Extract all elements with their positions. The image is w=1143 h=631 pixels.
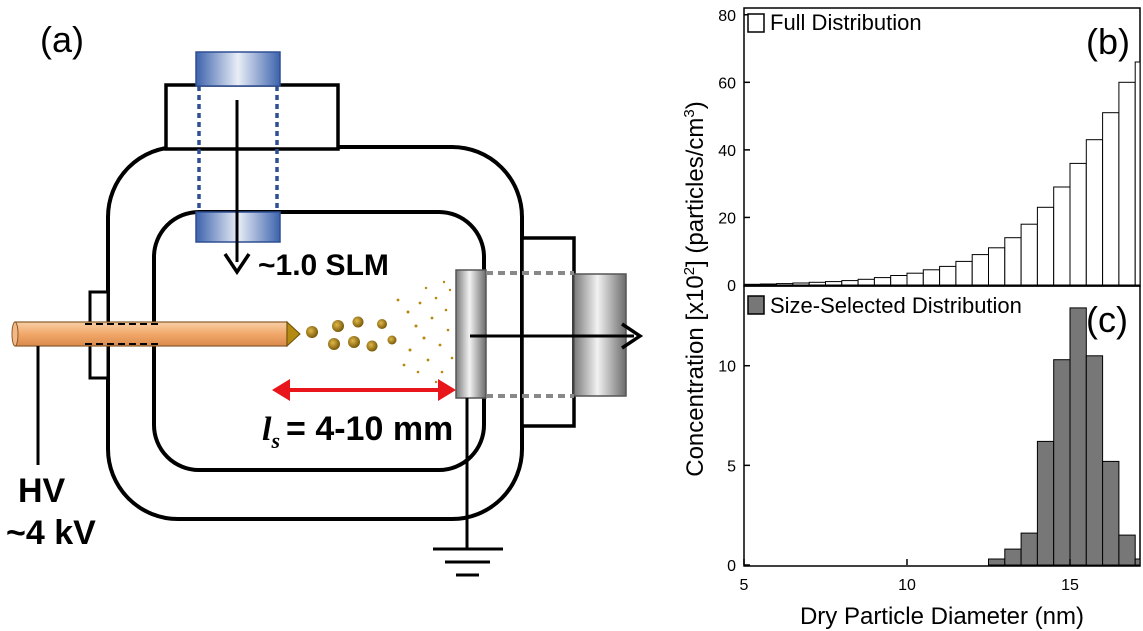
flow-rate-label: ~1.0 SLM	[258, 249, 389, 282]
y-tick-label-c: 5	[727, 458, 736, 475]
apparatus-diagram: (a) ~1.0 SLM	[6, 19, 644, 577]
y-tick-label-b: 0	[727, 278, 736, 295]
plot-frame-c	[743, 285, 1141, 567]
y-tick-label-b: 40	[718, 143, 736, 160]
bar-b-23	[1118, 81, 1136, 286]
bar-b-17	[1020, 223, 1038, 286]
bar-c-7	[1102, 460, 1120, 566]
bars-size-selected	[988, 307, 1141, 566]
bar-b-13	[955, 260, 973, 286]
voltage-label: ~4 kV	[6, 514, 96, 552]
bar-c-6	[1085, 355, 1104, 566]
bar-b-2	[776, 283, 794, 286]
electrode-tip	[286, 320, 301, 348]
legend-full-distribution: Full Distribution	[770, 10, 922, 35]
hv-label: HV	[18, 472, 66, 510]
y-axis-title: Concentration [x102] (particles/cm3)	[681, 101, 709, 477]
bar-c-3	[1036, 440, 1055, 566]
collector-electrode	[455, 269, 487, 399]
bar-c-8	[1118, 534, 1136, 566]
x-tick-label: 5	[740, 577, 749, 594]
bar-c-1	[1004, 548, 1022, 566]
panel-b-label: (b)	[1086, 21, 1130, 62]
y-tick-label-b: 60	[718, 75, 736, 92]
bar-b-5	[825, 281, 843, 286]
bars-full-distribution	[743, 61, 1141, 286]
bar-b-1	[759, 283, 778, 286]
x-axis-title: Dry Particle Diameter (nm)	[800, 603, 1084, 630]
y-axis-ticks-b: 0 20 40 60 80	[718, 8, 750, 295]
y-tick-label-b: 80	[718, 8, 736, 25]
y-tick-label-c: 10	[718, 359, 736, 376]
legend-size-selected: Size-Selected Distribution	[770, 293, 1022, 318]
panel-a-label: (a)	[40, 19, 84, 60]
bar-b-24	[1134, 61, 1141, 286]
particle-spray	[306, 280, 454, 384]
bar-b-21	[1085, 139, 1104, 286]
gap-arrow-left-head	[272, 379, 290, 401]
flow-arrow-head	[223, 253, 251, 276]
y-tick-label-c: 0	[727, 558, 736, 575]
bar-c-2	[1020, 532, 1038, 566]
bar-b-9	[890, 275, 908, 286]
bar-c-5	[1069, 307, 1087, 566]
bar-b-16	[1004, 237, 1022, 286]
bar-b-12	[939, 265, 957, 286]
bar-c-9	[1134, 558, 1141, 566]
bar-b-18	[1036, 206, 1055, 286]
y-axis-ticks-c: 0 5 10	[718, 359, 750, 575]
x-tick-label: 15	[1061, 577, 1079, 594]
bar-c-0	[988, 558, 1006, 566]
gap-distance-label: ls = 4-10 mm	[262, 410, 453, 453]
bar-b-14	[971, 254, 990, 286]
bar-b-6	[841, 280, 859, 286]
legend-swatch-open	[747, 13, 765, 33]
x-tick-label: 10	[898, 577, 916, 594]
bar-b-4	[808, 281, 827, 286]
y-tick-label-b: 20	[718, 210, 736, 227]
panel-c-label: (c)	[1086, 299, 1128, 340]
bar-b-22	[1102, 112, 1120, 286]
bar-b-8	[873, 277, 892, 286]
top-inlet-block	[164, 83, 340, 151]
bar-b-20	[1069, 162, 1087, 286]
x-axis-ticks: 510152025	[740, 559, 1079, 594]
bar-b-19	[1053, 186, 1071, 286]
legend-swatch-filled	[747, 295, 765, 315]
bar-c-4	[1053, 359, 1071, 566]
tube-end	[11, 321, 19, 347]
top-window	[195, 51, 281, 87]
bar-b-7	[857, 278, 875, 286]
hv-electrode-tube	[14, 321, 288, 347]
bar-b-11	[922, 269, 941, 286]
gap-arrow-right-head	[438, 379, 456, 401]
bar-b-15	[988, 247, 1006, 286]
bar-b-3	[792, 282, 810, 286]
outlet-arrow-head	[621, 322, 644, 350]
bar-b-10	[906, 272, 924, 286]
histogram-full-distribution: 0 20 40 60 80 Full Distribution (b)	[718, 7, 1141, 295]
